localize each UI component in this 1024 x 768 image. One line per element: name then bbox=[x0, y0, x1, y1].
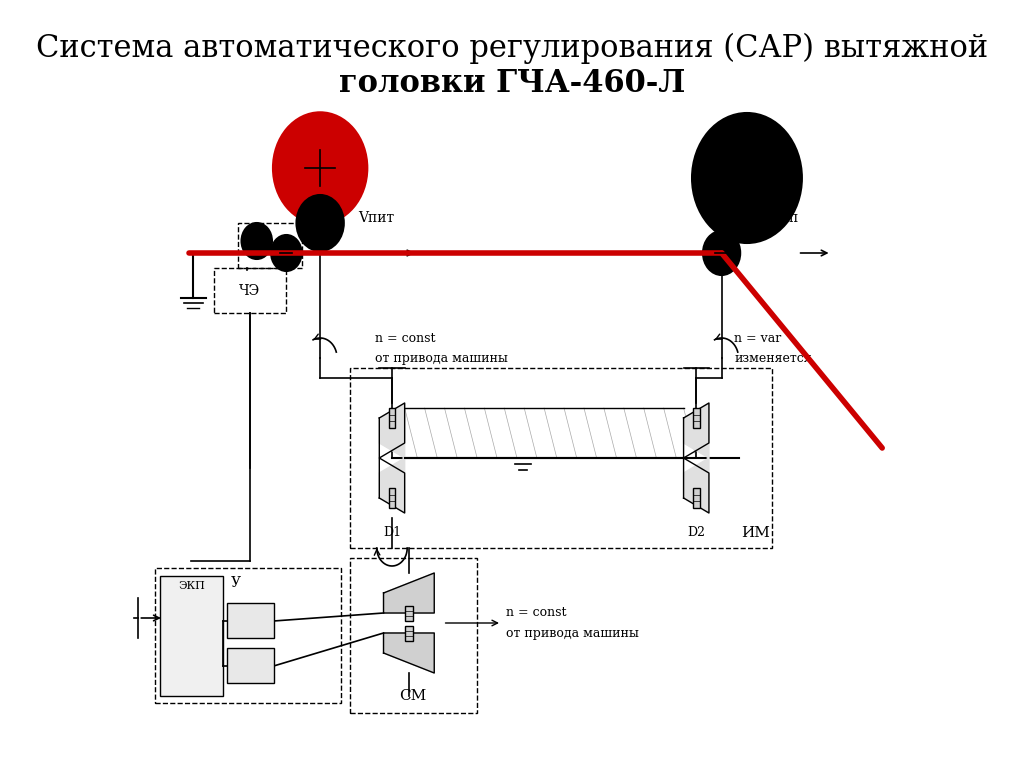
Circle shape bbox=[271, 235, 301, 271]
Circle shape bbox=[273, 113, 367, 223]
Text: У: У bbox=[230, 576, 241, 590]
Bar bbox=[693, 408, 699, 428]
Text: от привода машины: от привода машины bbox=[375, 352, 508, 365]
Text: Vпит: Vпит bbox=[358, 211, 394, 225]
Bar bbox=[404, 605, 413, 621]
Text: ЧЭ: ЧЭ bbox=[240, 284, 261, 298]
Polygon shape bbox=[684, 403, 709, 458]
Circle shape bbox=[692, 113, 802, 243]
Polygon shape bbox=[384, 573, 434, 613]
Text: Ус1: Ус1 bbox=[240, 616, 261, 626]
Polygon shape bbox=[684, 458, 709, 513]
Text: Vвып: Vвып bbox=[760, 211, 798, 225]
Circle shape bbox=[297, 195, 344, 251]
Bar bbox=[388, 488, 395, 508]
Text: от привода машины: от привода машины bbox=[506, 627, 639, 640]
Circle shape bbox=[242, 223, 272, 259]
Text: изменяется: изменяется bbox=[734, 352, 812, 365]
Text: головки ГЧА-460-Л: головки ГЧА-460-Л bbox=[339, 68, 685, 98]
Bar bbox=[227, 603, 273, 638]
Text: ЭКП: ЭКП bbox=[178, 581, 205, 591]
Polygon shape bbox=[379, 403, 404, 458]
Text: D2: D2 bbox=[687, 527, 706, 539]
Bar bbox=[227, 648, 273, 683]
Bar bbox=[160, 576, 223, 696]
Bar bbox=[693, 488, 699, 508]
Polygon shape bbox=[384, 633, 434, 673]
Text: n = const: n = const bbox=[506, 607, 566, 620]
Text: n = var: n = var bbox=[734, 332, 781, 345]
Bar bbox=[404, 625, 413, 641]
Text: Система автоматического регулирования (САР) вытяжной: Система автоматического регулирования (С… bbox=[36, 32, 988, 64]
Bar bbox=[388, 408, 395, 428]
Text: n = const: n = const bbox=[375, 332, 435, 345]
Text: D1: D1 bbox=[383, 527, 401, 539]
Text: ИМ: ИМ bbox=[741, 526, 770, 540]
Polygon shape bbox=[379, 458, 404, 513]
Circle shape bbox=[703, 231, 740, 275]
Text: СМ: СМ bbox=[399, 689, 427, 703]
Text: Ус2: Ус2 bbox=[240, 661, 261, 671]
